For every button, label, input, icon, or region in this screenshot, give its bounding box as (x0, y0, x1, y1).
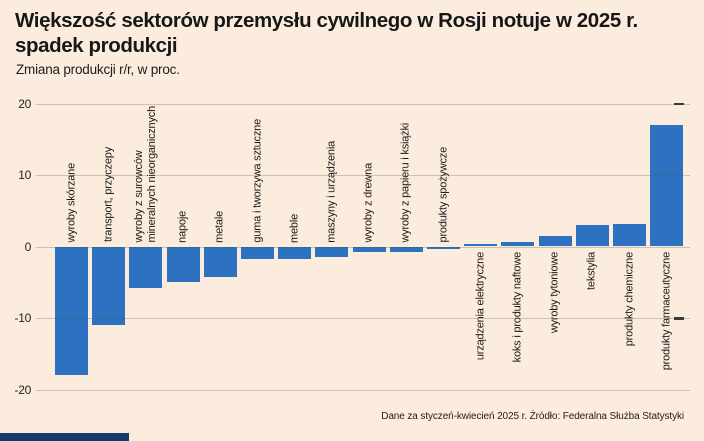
bar (501, 242, 535, 247)
source-note: Dane za styczeń-kwiecień 2025 r. Źródło:… (381, 411, 684, 422)
bar-category-label: urządzenia elektryczne (474, 251, 487, 360)
gridline (36, 389, 690, 391)
bar (427, 246, 460, 250)
chart-subtitle: Zmiana produkcji r/r, w proc. (16, 62, 180, 77)
right-edge-tick (674, 317, 684, 320)
bar (241, 246, 274, 260)
bar (464, 244, 498, 247)
bar-category-label: koks i produkty naftowe (511, 251, 524, 362)
bar (352, 246, 386, 253)
bar-category-label: metale (213, 210, 226, 243)
bar-category-label: guma i tworzywa sztuczne (250, 118, 263, 243)
bar-category-label: meble (288, 213, 301, 243)
bar-category-label: wyroby tytoniowe (548, 251, 561, 333)
bar (315, 246, 349, 258)
brand-bar (0, 433, 129, 441)
chart-title: Większość sektorów przemysłu cywilnego w… (15, 8, 691, 58)
right-edge-tick (674, 102, 684, 105)
bar (203, 246, 237, 278)
bar-category-label: produkty farmaceutyczne (660, 251, 673, 370)
bar (538, 235, 572, 247)
gridline (36, 175, 690, 176)
bar (650, 124, 684, 247)
bar-category-label: napoje (176, 210, 189, 243)
bar (92, 246, 126, 326)
y-axis-tick-label: -20 (14, 382, 32, 397)
bar (55, 246, 88, 376)
bar (166, 246, 200, 283)
chart-title-line2: spadek produkcji (15, 34, 178, 57)
gridline (36, 246, 690, 248)
bar (278, 246, 312, 260)
y-axis-tick-label: 10 (18, 168, 31, 182)
bar-category-label: produkty chemiczne (622, 251, 635, 346)
bar-category-label: maszyny i urządzenia (325, 140, 338, 243)
bar (389, 246, 423, 253)
y-axis-tick-label: -10 (14, 311, 32, 325)
y-axis-tick-label: 0 (24, 239, 32, 254)
chart-title-line1: Większość sektorów przemysłu cywilnego w… (15, 9, 638, 32)
bar-category-label: transport, przyczepy (102, 147, 115, 243)
bar-category-label: produkty spożywcze (436, 147, 449, 243)
y-axis-tick-label: 20 (18, 96, 31, 111)
gridline (36, 318, 690, 319)
bar (129, 246, 163, 288)
gridline (36, 103, 690, 105)
bar-category-label: wyroby z papieru i książki (399, 122, 412, 243)
bar (575, 225, 609, 247)
bar (613, 223, 646, 247)
bar-category-label: tekstylia (585, 251, 598, 290)
